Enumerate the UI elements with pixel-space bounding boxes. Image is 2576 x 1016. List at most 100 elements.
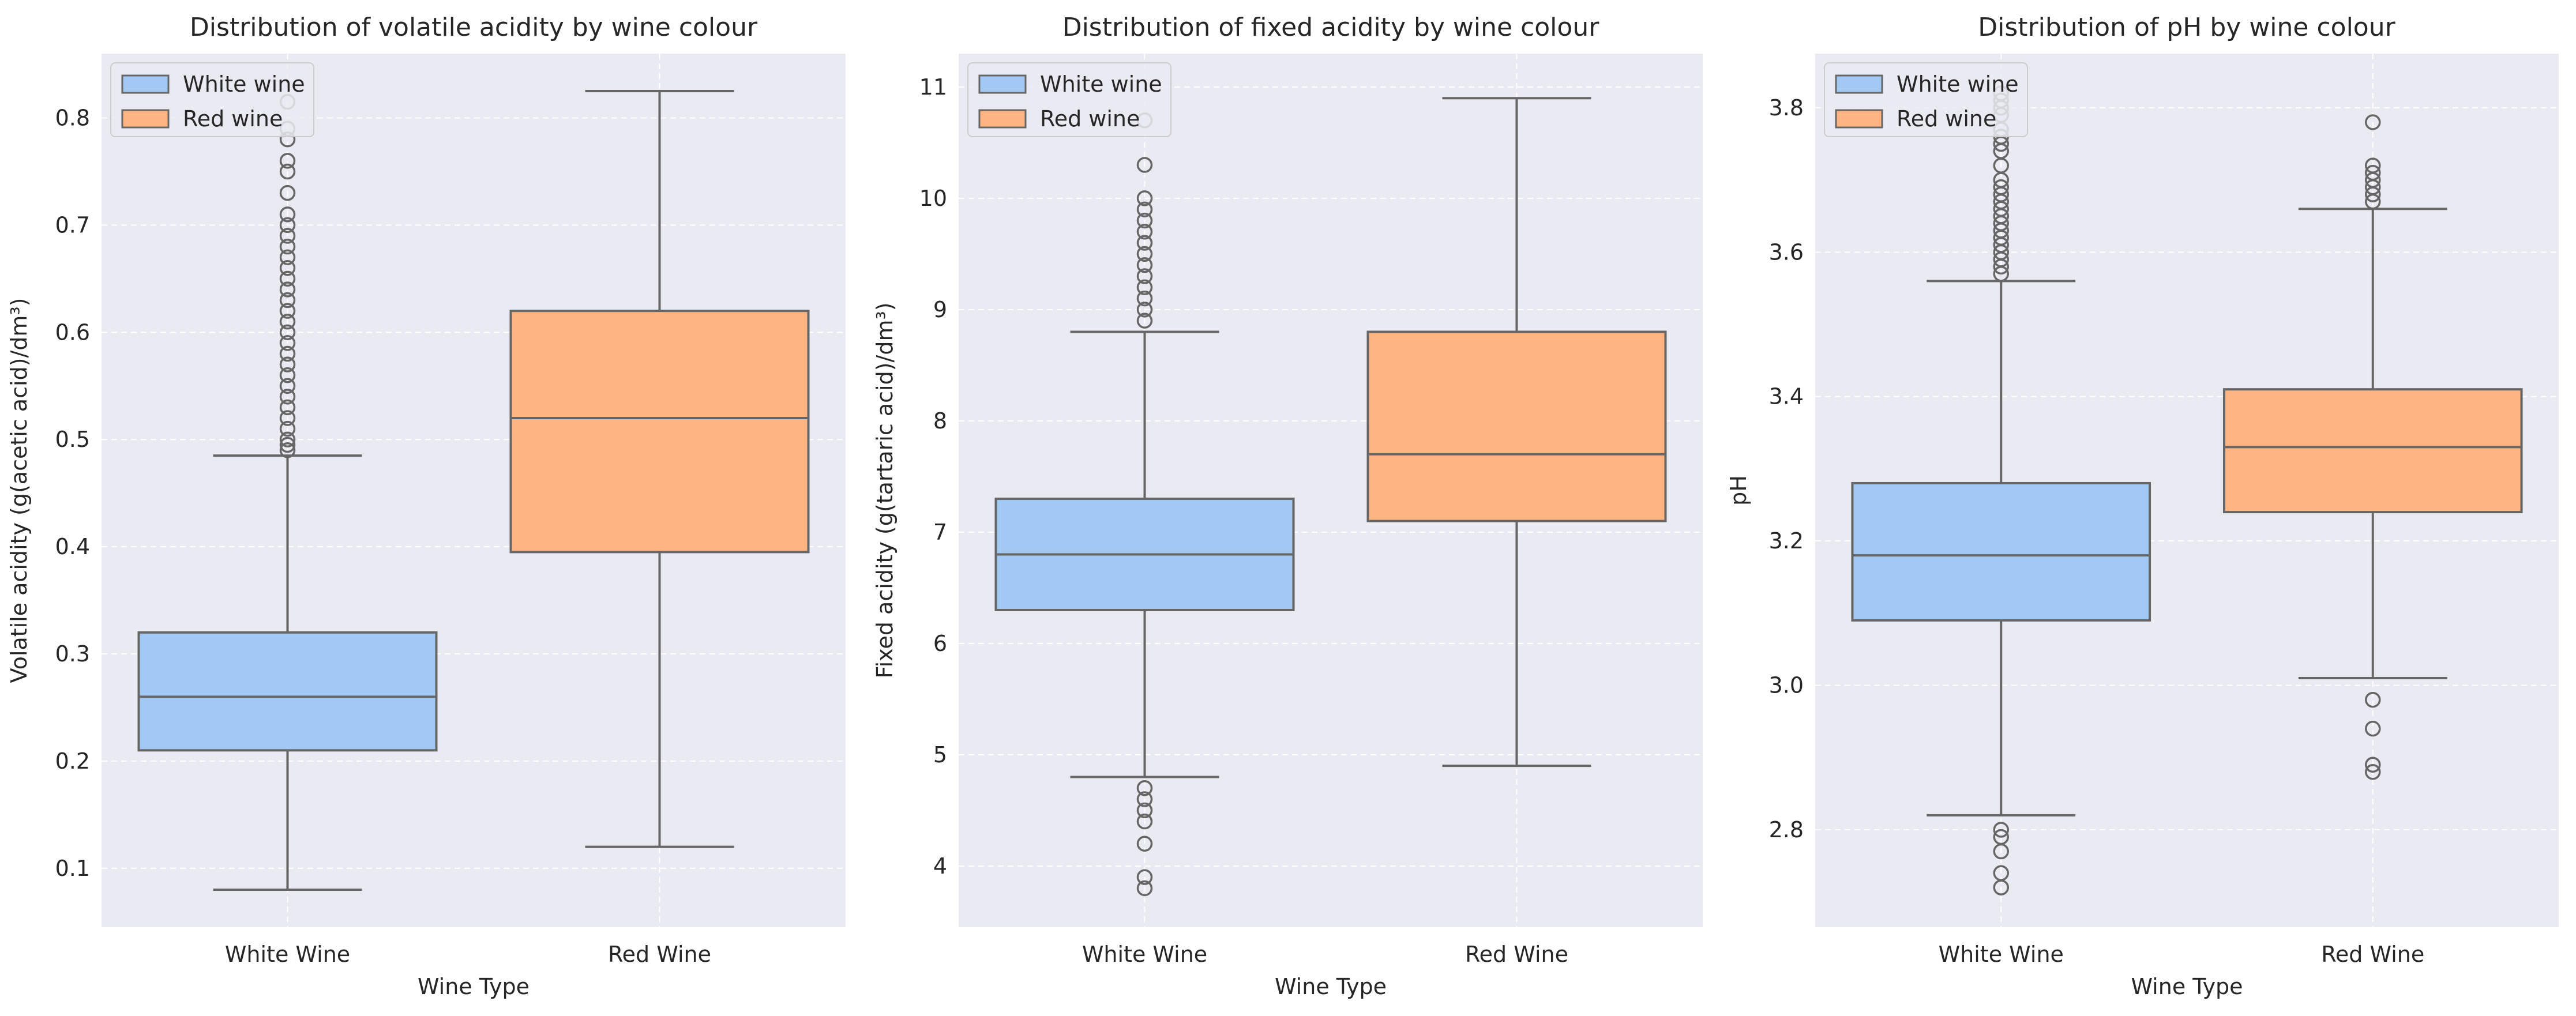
legend: White wine Red wine <box>967 62 1171 137</box>
outlier-point <box>1136 201 1153 217</box>
y-axis-label: pH <box>1726 475 1751 506</box>
legend-swatch <box>1835 74 1883 94</box>
y-tick-label: 0.3 <box>55 641 90 667</box>
outlier-point <box>1136 813 1153 830</box>
outlier-point <box>1136 836 1153 852</box>
outlier-point <box>279 324 296 341</box>
outlier-point <box>1136 212 1153 229</box>
x-tick-label: White Wine <box>225 942 350 967</box>
box <box>1366 330 1667 522</box>
chart-panel-3: 2.8 3.0 3.2 3.4 3.6 3.8 White Wine Red Wine Whit… <box>1726 13 2559 999</box>
y-tick-label: 3.6 <box>1769 239 1804 265</box>
outlier-point <box>1136 190 1153 206</box>
outlier-point <box>279 356 296 372</box>
outlier-point <box>279 249 296 265</box>
y-tick-label: 6 <box>933 631 947 656</box>
box <box>509 310 810 554</box>
legend-swatch <box>978 74 1027 94</box>
y-tick-label: 0.8 <box>55 106 90 131</box>
legend-label: Red wine <box>1897 106 1996 131</box>
outlier-point <box>2365 691 2381 708</box>
outlier-point <box>279 420 296 437</box>
legend-label: White wine <box>183 72 305 97</box>
outlier-point <box>279 281 296 298</box>
outlier-point <box>279 163 296 180</box>
outlier-point <box>279 335 296 351</box>
outlier-point <box>279 153 296 169</box>
outlier-point <box>2365 764 2381 780</box>
x-tick-label: Red Wine <box>1465 942 1568 967</box>
outlier-point <box>1136 235 1153 251</box>
y-tick-label: 0.4 <box>55 534 90 559</box>
outlier-point <box>279 238 296 255</box>
y-tick-label: 0.1 <box>55 856 90 881</box>
outlier-point <box>279 410 296 426</box>
legend-label: White wine <box>1040 72 1162 97</box>
outlier-point <box>279 260 296 276</box>
outlier-point <box>279 367 296 383</box>
y-tick-label: 2.8 <box>1769 817 1804 842</box>
legend: White wine Red wine <box>1824 62 2028 137</box>
x-tick-label: White Wine <box>1082 942 1207 967</box>
outlier-point <box>1993 179 2009 195</box>
outlier-point <box>1993 865 2009 881</box>
y-tick-label: 0.2 <box>55 748 90 774</box>
y-tick-label: 0.5 <box>55 427 90 452</box>
outlier-point <box>1136 290 1153 307</box>
legend-swatch <box>1835 109 1883 129</box>
x-axis-label: Wine Type <box>1275 974 1387 999</box>
outlier-point <box>279 399 296 416</box>
y-tick-label: 5 <box>933 742 947 767</box>
y-axis-label: Fixed acidity (g(tartaric acid)/dm³) <box>872 302 898 678</box>
y-axis-label: Volatile acidity (g(acetic acid)/dm³) <box>6 298 32 683</box>
y-tick-label: 3.0 <box>1769 673 1804 698</box>
outlier-point <box>279 442 296 458</box>
outlier-point <box>279 313 296 330</box>
box <box>137 631 438 752</box>
outlier-point <box>1136 791 1153 807</box>
x-axis-label: Wine Type <box>2131 974 2243 999</box>
outlier-point <box>279 217 296 234</box>
outlier-point <box>2365 114 2381 130</box>
outlier-point <box>279 303 296 319</box>
outlier-point <box>279 206 296 223</box>
legend-swatch <box>121 74 170 94</box>
outlier-point <box>279 431 296 447</box>
outlier-point <box>279 378 296 394</box>
outlier-point <box>279 292 296 308</box>
y-tick-label: 9 <box>933 297 947 322</box>
outlier-point <box>279 345 296 362</box>
outlier-point <box>1136 246 1153 262</box>
legend: White wine Red wine <box>110 62 314 137</box>
legend-swatch <box>121 109 170 129</box>
outlier-point <box>1136 224 1153 240</box>
chart-title: Distribution of volatile acidity by wine… <box>190 13 758 42</box>
outlier-point <box>2365 720 2381 737</box>
outlier-point <box>1136 802 1153 819</box>
chart-panel-1: 0.1 0.2 0.3 0.4 0.5 0.6 0.7 0.8 White Wine Red Wi… <box>6 13 846 999</box>
outlier-point <box>1136 257 1153 273</box>
chart-title: Distribution of fixed acidity by wine co… <box>1062 13 1600 42</box>
outlier-point <box>279 270 296 287</box>
outlier-point <box>1136 279 1153 296</box>
y-tick-label: 7 <box>933 520 947 545</box>
outlier-point <box>2365 757 2381 773</box>
outlier-point <box>279 389 296 405</box>
y-tick-label: 4 <box>933 853 947 879</box>
outlier-point <box>279 185 296 201</box>
box <box>2222 388 2523 514</box>
y-tick-label: 0.6 <box>55 319 90 345</box>
outlier-point <box>279 436 296 453</box>
x-tick-label: Red Wine <box>2321 942 2424 967</box>
y-tick-label: 3.2 <box>1769 528 1804 554</box>
x-tick-label: White Wine <box>1939 942 2064 967</box>
outlier-point <box>1136 157 1153 173</box>
y-tick-label: 0.7 <box>55 212 90 238</box>
outlier-point <box>1136 780 1153 796</box>
y-tick-label: 3.4 <box>1769 384 1804 409</box>
outlier-point <box>1136 302 1153 318</box>
outlier-point <box>2365 157 2381 174</box>
outlier-point <box>1136 880 1153 897</box>
x-tick-label: Red Wine <box>608 942 711 967</box>
x-axis-label: Wine Type <box>418 974 530 999</box>
